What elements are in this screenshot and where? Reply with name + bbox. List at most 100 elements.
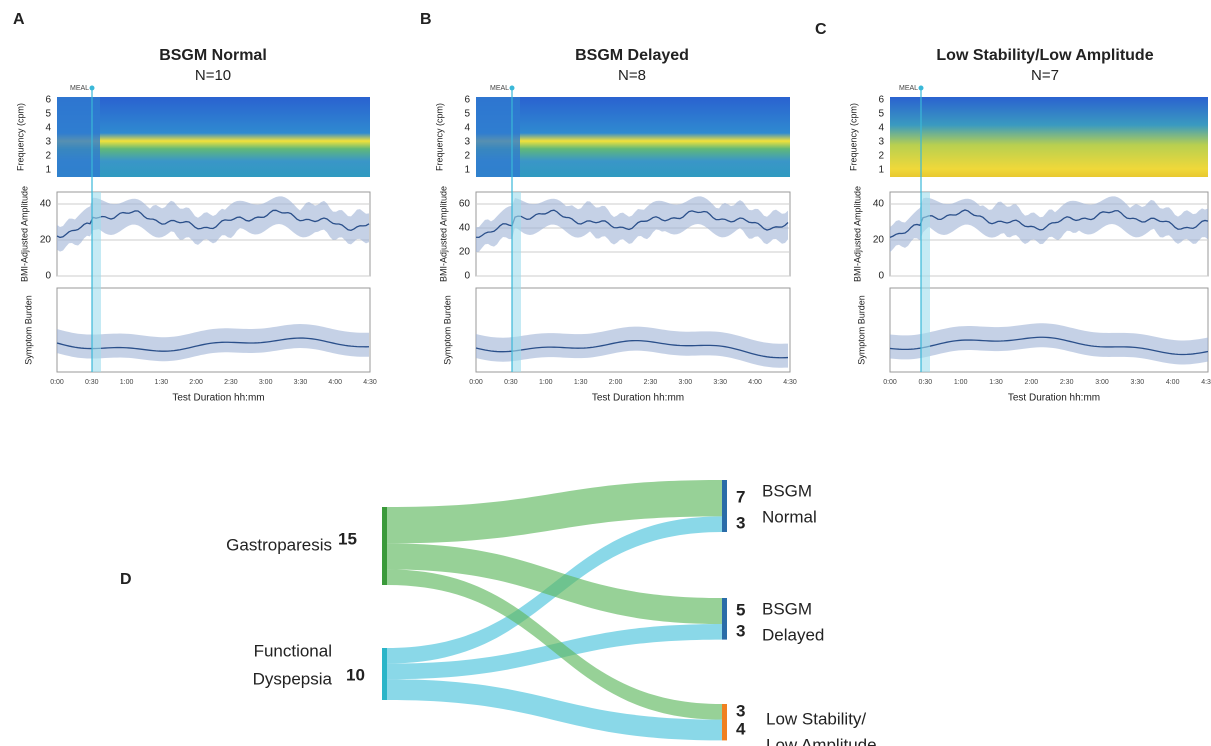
sankey-link [387,679,722,741]
time-tick: 1:30 [155,379,169,386]
amp-tick: 40 [873,199,885,210]
freq-label: Frequency (cpm) [848,103,858,171]
source-label: Dyspepsia [253,669,333,688]
freq-tick: 5 [45,109,51,120]
freq-tick: 2 [878,151,884,162]
sankey-link [387,569,722,720]
meal-dot [89,85,95,91]
target-node [722,480,727,532]
amp-label: BMI-Adjusted Amplitude [852,186,862,282]
source-label: Gastroparesis [226,535,332,554]
symptom-line [889,336,1209,356]
meal-label: MEAL [899,85,918,92]
amp-tick: 40 [459,223,471,234]
amp-band [476,196,788,253]
time-tick: 0:30 [504,379,518,386]
symptom-band [476,326,788,368]
target-label: Normal [762,507,817,526]
target-label: Low Amplitude [766,735,877,746]
panel-n: N=8 [618,67,646,84]
time-tick: 3:30 [294,379,308,386]
freq-tick: 2 [464,151,470,162]
symptom-line [56,337,370,352]
amp-tick: 20 [873,235,885,246]
amp-label: BMI-Adjusted Amplitude [19,186,29,282]
freq-tick: 4 [878,123,884,134]
link-value: 3 [736,621,745,640]
freq-tick: 4 [45,123,51,134]
sankey-link [387,543,722,624]
source-total: 10 [346,665,365,684]
meal-label: MEAL [70,85,89,92]
spectrogram [890,97,1208,177]
symptom-box [889,287,1209,373]
source-node [382,648,387,700]
time-tick: 3:30 [713,379,727,386]
meal-dot [918,85,924,91]
symptom-box [475,287,791,373]
target-label: BSGM [762,599,812,618]
target-label: Low Stability/ [766,709,866,728]
spectrogram [476,97,790,177]
freq-tick: 3 [464,137,470,148]
panel-title: BSGM Delayed [575,47,689,64]
link-value: 4 [736,719,746,738]
freq-tick: 2 [45,151,51,162]
panel-n: N=10 [195,67,231,84]
freq-tick: 1 [464,165,470,176]
target-label: Delayed [762,625,824,644]
time-tick: 4:30 [1201,379,1211,386]
panel-title: Low Stability/Low Amplitude [936,47,1153,64]
time-tick: 3:00 [679,379,693,386]
time-tick: 0:00 [50,379,64,386]
amp-tick: 20 [459,247,471,258]
time-tick: 2:00 [189,379,203,386]
source-total: 15 [338,529,357,548]
target-node [722,598,727,640]
time-tick: 2:00 [609,379,623,386]
panel-letter: A [13,11,25,28]
time-tick: 0:30 [919,379,933,386]
amp-tick: 20 [40,235,52,246]
link-value: 7 [736,488,745,507]
time-tick: 0:00 [883,379,897,386]
symptom-band [890,323,1208,365]
panel-letter: C [815,21,827,38]
meal-label: MEAL [490,85,509,92]
time-tick: 1:00 [954,379,968,386]
amp-tick: 0 [45,271,51,282]
freq-tick: 5 [878,109,884,120]
sankey-link [387,480,722,544]
freq-tick: 6 [878,95,884,106]
amp-band [57,196,369,252]
x-label: Test Duration hh:mm [592,393,684,404]
freq-tick: 3 [45,137,51,148]
time-tick: 4:00 [328,379,342,386]
time-tick: 2:30 [644,379,658,386]
meal-window [512,192,521,372]
freq-tick: 3 [878,137,884,148]
time-tick: 2:30 [1060,379,1074,386]
amp-line [889,209,1209,238]
time-tick: 4:00 [748,379,762,386]
time-tick: 4:30 [363,379,377,386]
freq-tick: 1 [878,165,884,176]
amp-tick: 0 [878,271,884,282]
source-label: Functional [254,641,332,660]
meal-dot [509,85,515,91]
amp-tick: 60 [459,199,471,210]
freq-tick: 5 [464,109,470,120]
target-label: BSGM [762,481,812,500]
target-node [722,704,727,741]
time-tick: 1:00 [539,379,553,386]
meal-window [92,192,101,372]
panel-letter: B [420,11,432,28]
freq-tick: 6 [45,95,51,106]
freq-tick: 6 [464,95,470,106]
panel-letter: D [120,571,132,588]
amp-tick: 0 [464,271,470,282]
amp-line [56,209,370,239]
link-value: 3 [736,701,745,720]
time-tick: 1:30 [574,379,588,386]
panel-n: N=7 [1031,67,1059,84]
